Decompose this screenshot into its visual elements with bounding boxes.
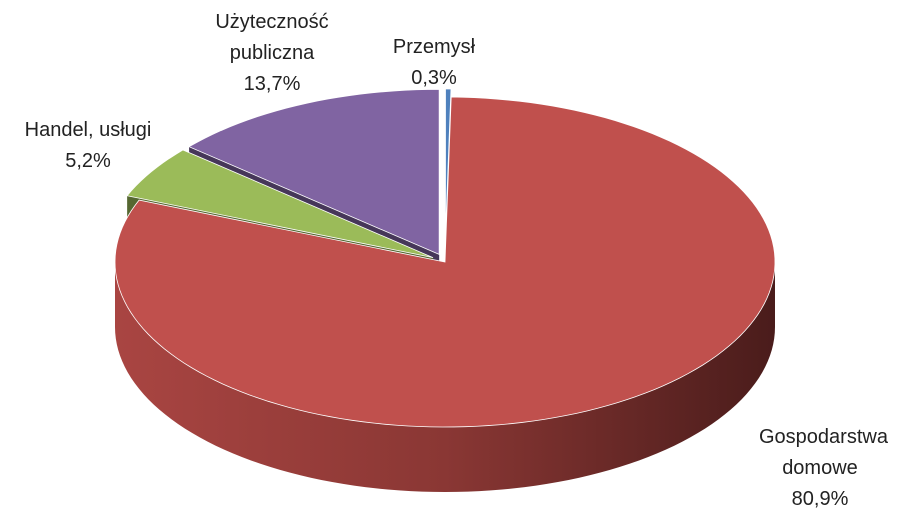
label: Przemysł 0,3% [392, 32, 476, 94]
category-label: Handel, usługi [24, 119, 152, 141]
category-label: Użyteczność publiczna [215, 11, 329, 64]
category-label: Przemysł [392, 36, 476, 58]
label: Użyteczność publiczna 13,7% [198, 7, 346, 100]
slice [114, 96, 776, 428]
value-label: 80,9% [791, 488, 849, 510]
value-label: 13,7% [243, 73, 301, 95]
slice [126, 149, 434, 259]
slice-side [115, 262, 775, 492]
category-label: Gospodarstwa domowe [759, 426, 888, 479]
value-label: 5,2% [65, 150, 111, 172]
label: Gospodarstwa domowe 80,9% [735, 422, 904, 515]
value-label: 0,3% [411, 67, 457, 89]
slice [188, 88, 440, 255]
label: Handel, usługi 5,2% [2, 115, 174, 177]
